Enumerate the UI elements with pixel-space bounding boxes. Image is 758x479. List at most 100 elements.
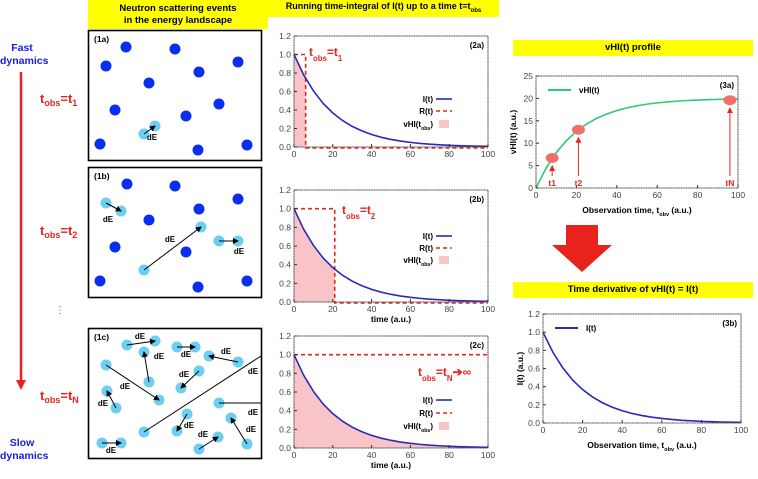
observation-marker — [571, 124, 585, 135]
text-span: obs — [421, 262, 430, 268]
y-tick-label: 20 — [524, 93, 534, 103]
vHI-shaded-area — [294, 354, 488, 448]
energy-jump-arrow — [143, 226, 202, 271]
x-tick-label: 0 — [292, 304, 297, 314]
energy-jump-arrow — [126, 338, 156, 346]
energy-jump-arrow — [143, 125, 156, 135]
y-tick-label: 0 — [528, 183, 533, 193]
marker-label: t2 — [575, 178, 583, 188]
legend-label: I(t) — [586, 324, 597, 333]
legend-R-label: R(t) — [419, 107, 433, 116]
text-span: obs — [422, 374, 437, 383]
x-axis-label: time (a.u.) — [371, 314, 411, 324]
legend-I-label: I(t) — [423, 396, 434, 405]
energy-minimum-dot — [143, 77, 155, 89]
R-step-line — [294, 53, 488, 149]
y-axis-label: vHI(t) (a.u.) — [508, 110, 518, 155]
energy-minimum-dot — [193, 203, 205, 215]
text-span: obs — [346, 212, 361, 221]
column1-header-line1: Neutron scattering events — [119, 2, 237, 14]
text-span: t — [342, 203, 346, 217]
x-tick-label: 80 — [697, 425, 707, 435]
dE-label: dE — [181, 350, 192, 359]
y-tick-label: 0.8 — [279, 368, 291, 378]
text-span: ) — [430, 120, 433, 129]
x-tick-label: 20 — [578, 425, 588, 435]
legend-R-label: R(t) — [419, 409, 433, 418]
x-tick-label: 40 — [367, 304, 377, 314]
dE-label: dE — [98, 399, 109, 408]
column1-header-line2: in the energy landscape — [123, 14, 233, 26]
tobs-annotation: tobs=t1 — [309, 45, 343, 63]
x-tick-label: 0 — [292, 149, 297, 159]
energy-minimum-dot — [232, 56, 244, 68]
text-span: obs — [421, 126, 430, 132]
tobs-tN-label: tobs=tN — [40, 388, 79, 405]
energy-minimum-dot — [180, 110, 192, 122]
time-axis-arrowhead — [16, 380, 26, 390]
x-tick-label: 20 — [328, 304, 338, 314]
plot-area — [294, 36, 488, 147]
x-tick-label: 60 — [652, 190, 662, 200]
energy-minimum-dot — [120, 41, 132, 53]
x-tick-label: 100 — [481, 304, 495, 314]
y-tick-label: 0.8 — [528, 345, 540, 355]
dE-label: dE — [184, 421, 195, 430]
energy-jump-arrow — [208, 354, 239, 363]
dE-label: dE — [179, 370, 190, 379]
panel-label: (3b) — [722, 319, 737, 328]
energy-minimum-dot — [213, 98, 225, 110]
x-tick-label: 100 — [731, 190, 745, 200]
dE-label: dE — [248, 408, 259, 417]
x-axis-label: Observation time, tobv (a.u.) — [587, 440, 697, 453]
tobs-annotation: tobs=t2 — [342, 203, 376, 221]
energy-minimum-dot — [169, 180, 181, 192]
y-tick-label: 0.4 — [528, 382, 540, 392]
dE-label: dE — [120, 382, 131, 391]
text-span: vHI(t — [403, 256, 421, 265]
y-tick-label: 1.2 — [279, 185, 291, 195]
energy-jump-arrow — [105, 364, 160, 401]
tobs-t1-label: tobs=t1 — [40, 91, 78, 108]
y-tick-label: 1.0 — [279, 50, 291, 60]
y-tick-label: 15 — [524, 116, 534, 126]
ellipsis: ⋮ — [55, 305, 65, 316]
text-span: =t — [360, 203, 371, 217]
dE-label: dE — [106, 446, 117, 455]
energy-jump-arrow — [180, 370, 200, 389]
text-span: Observation time, t — [587, 440, 664, 450]
text-span: =t — [327, 45, 338, 59]
energy-jump-arrow — [198, 436, 219, 450]
legend-vHI-label: vHI(tobs) — [403, 120, 433, 132]
dE-label: dE — [198, 430, 209, 439]
legend-vHI-swatch — [439, 120, 449, 128]
text-span: vHI(t — [403, 120, 421, 129]
energy-minimum-dot — [232, 193, 244, 205]
energy-minimum-dot — [109, 241, 121, 253]
y-tick-label: 1.0 — [279, 350, 291, 360]
x-tick-label: 80 — [693, 190, 703, 200]
energy-minimum-dot — [121, 178, 133, 190]
text-span: t — [309, 45, 313, 59]
x-tick-label: 0 — [292, 450, 297, 460]
energy-minimum-dot — [94, 138, 106, 150]
y-tick-label: 0.2 — [528, 400, 540, 410]
column3a-header-text: vHI(t) profile — [605, 42, 661, 53]
energy-jump-arrow — [176, 413, 188, 432]
y-tick-label: 0.0 — [279, 297, 291, 307]
marker-label: tN — [725, 178, 734, 188]
legend-I-label: I(t) — [423, 95, 434, 104]
dE-label: dE — [234, 247, 245, 256]
dE-label: dE — [221, 347, 232, 356]
energy-minimum-dot — [192, 144, 204, 156]
legend-label: vHI(t) — [579, 86, 600, 95]
energy-jump-arrow — [105, 202, 122, 212]
panel-label: (2a) — [470, 41, 485, 50]
energy-minimum-dot — [94, 275, 106, 287]
text-span: Observation time, t — [582, 205, 659, 215]
energy-minimum-dot — [143, 214, 155, 226]
legend-R-label: R(t) — [419, 244, 433, 253]
y-tick-label: 0.4 — [279, 105, 291, 115]
y-axis-label: I(t) (a.u.) — [515, 352, 525, 386]
